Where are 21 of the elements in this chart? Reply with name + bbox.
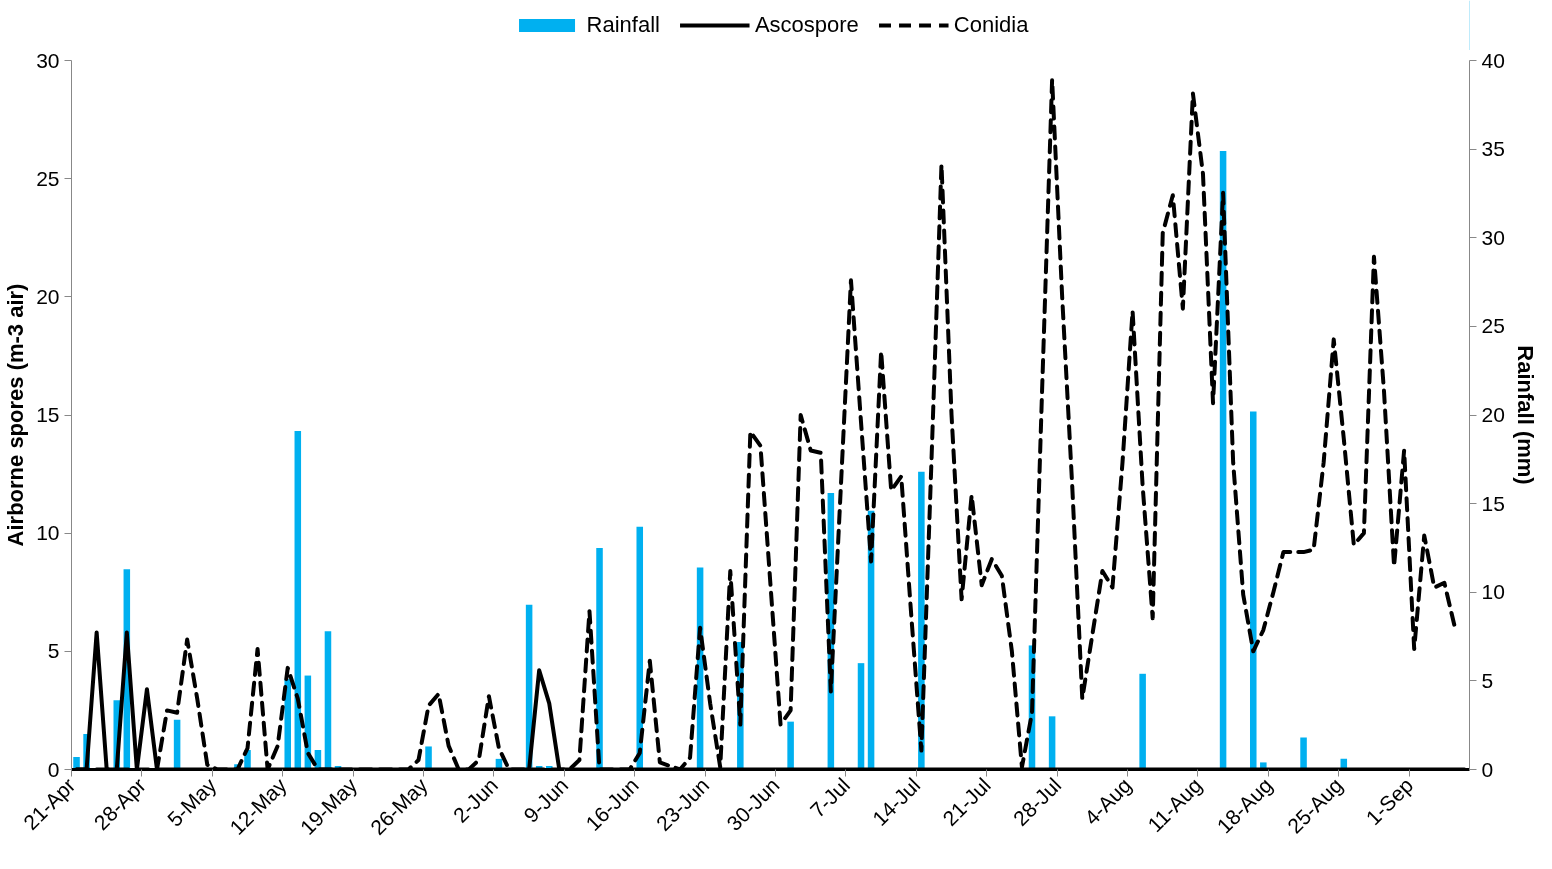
y-axis-title: Airborne spores (m-3 air)	[3, 283, 29, 547]
y2-tick-label: 0	[1481, 757, 1494, 781]
y2-tick-label: 30	[1481, 225, 1505, 249]
y2-tick-label: 10	[1481, 580, 1505, 604]
y2-tick-label: 5	[1481, 668, 1494, 692]
y-tick-label: 15	[36, 403, 60, 426]
y-tick-label: 5	[47, 639, 60, 663]
legend-label: Ascospore	[754, 12, 859, 38]
y-tick-label: 0	[47, 757, 60, 781]
y2-tick-label: 15	[1481, 491, 1505, 515]
legend-label: Conidia	[953, 12, 1029, 38]
y2-axis-title: Rainfall (mm)	[1512, 345, 1538, 485]
y2-tick-label: 25	[1481, 314, 1505, 338]
y-tick-label: 20	[36, 284, 60, 308]
y2-tick-label: 20	[1481, 403, 1505, 426]
y2-tick-label: 40	[1481, 48, 1505, 72]
y2-tick-label: 35	[1481, 137, 1505, 161]
y-tick-label: 25	[36, 166, 60, 190]
y-tick-label: 30	[36, 48, 60, 72]
legend-label: Rainfall	[586, 12, 660, 38]
y-tick-label: 10	[36, 521, 60, 545]
